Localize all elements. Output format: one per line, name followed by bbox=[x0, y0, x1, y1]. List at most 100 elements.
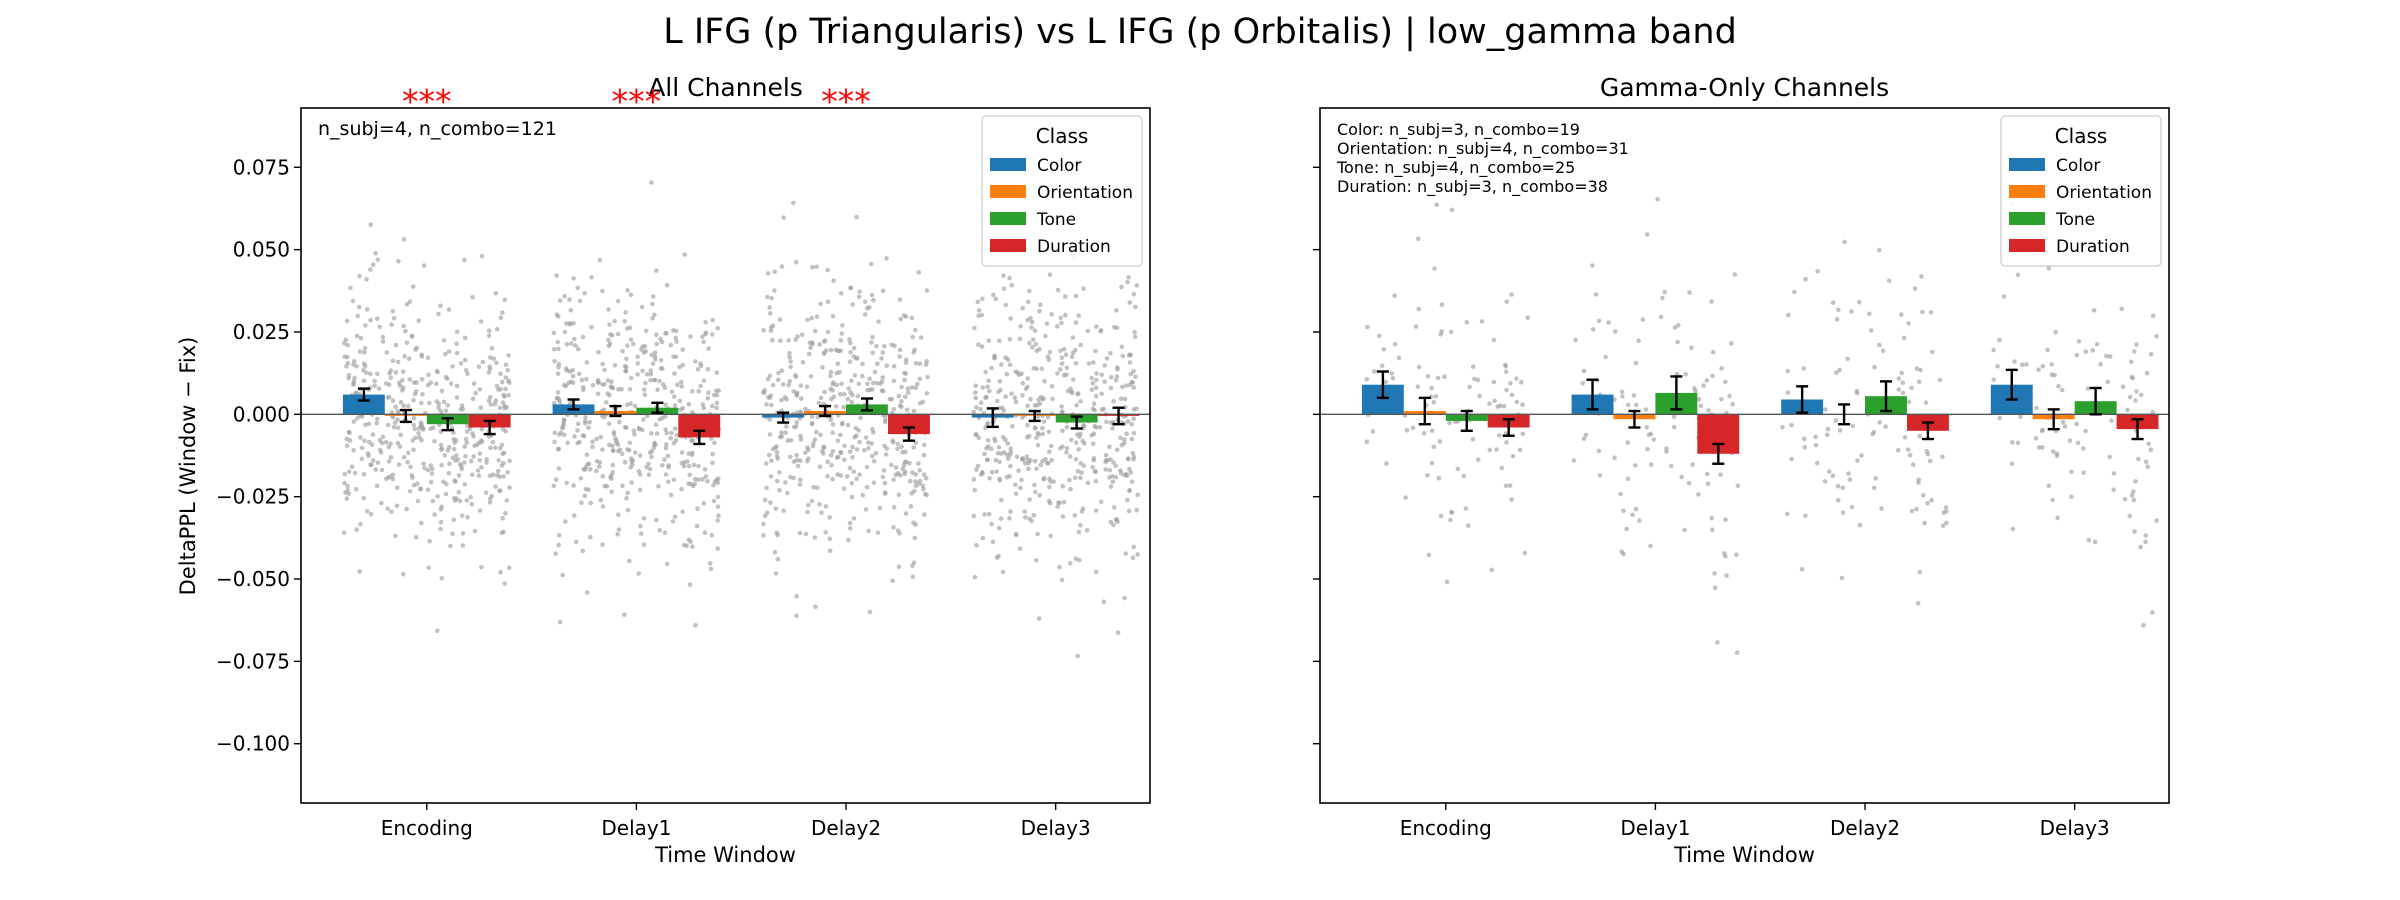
data-point bbox=[902, 377, 907, 383]
data-point bbox=[846, 386, 851, 391]
data-point bbox=[452, 478, 458, 483]
data-point bbox=[1129, 436, 1135, 442]
data-point bbox=[439, 446, 445, 451]
data-point bbox=[470, 472, 475, 478]
data-point bbox=[783, 480, 788, 485]
data-point bbox=[976, 342, 981, 348]
data-point bbox=[794, 458, 800, 463]
data-point bbox=[772, 288, 777, 293]
data-point bbox=[672, 394, 677, 399]
data-point bbox=[575, 285, 580, 291]
y-tick-label: 0.075 bbox=[233, 155, 290, 179]
data-point bbox=[692, 476, 698, 482]
data-point bbox=[497, 488, 502, 494]
data-point bbox=[422, 465, 427, 471]
data-point bbox=[794, 452, 799, 458]
data-point bbox=[1503, 363, 1508, 369]
data-point bbox=[380, 334, 386, 340]
data-point bbox=[1850, 423, 1855, 429]
data-point bbox=[1025, 434, 1030, 440]
data-point bbox=[1499, 465, 1505, 471]
data-point bbox=[462, 357, 468, 363]
data-point bbox=[587, 467, 593, 472]
data-point bbox=[501, 450, 507, 456]
data-point bbox=[837, 392, 843, 397]
data-point bbox=[1119, 284, 1124, 290]
data-point bbox=[891, 363, 897, 369]
data-point bbox=[598, 434, 604, 440]
data-point bbox=[1125, 279, 1130, 285]
data-point bbox=[1013, 399, 1019, 405]
data-point bbox=[903, 314, 909, 319]
data-point bbox=[669, 389, 675, 395]
data-point bbox=[1037, 401, 1043, 407]
data-point bbox=[439, 388, 445, 394]
data-point bbox=[588, 534, 593, 540]
data-point bbox=[1118, 471, 1124, 476]
data-point bbox=[668, 492, 674, 498]
data-point bbox=[924, 358, 929, 364]
data-point bbox=[1491, 379, 1497, 385]
data-point bbox=[1470, 364, 1476, 370]
data-point bbox=[696, 463, 701, 469]
data-point bbox=[596, 379, 601, 385]
data-point bbox=[431, 425, 436, 431]
data-point bbox=[644, 328, 649, 334]
data-point bbox=[565, 440, 570, 446]
data-point bbox=[762, 497, 768, 503]
data-point bbox=[646, 461, 651, 467]
data-point bbox=[1090, 441, 1096, 447]
data-point bbox=[917, 376, 923, 382]
data-point bbox=[1822, 479, 1828, 484]
data-point bbox=[1675, 339, 1680, 345]
data-point bbox=[575, 440, 580, 446]
data-point bbox=[1447, 420, 1452, 426]
data-point bbox=[400, 377, 405, 383]
data-point bbox=[1073, 293, 1079, 299]
data-point bbox=[418, 486, 423, 492]
data-point bbox=[1035, 442, 1041, 448]
data-point bbox=[794, 420, 799, 425]
data-point bbox=[571, 483, 576, 488]
data-point bbox=[1619, 389, 1625, 395]
data-point bbox=[996, 526, 1002, 531]
data-point bbox=[346, 429, 352, 435]
data-point bbox=[982, 451, 987, 457]
data-point bbox=[1696, 492, 1701, 497]
data-point bbox=[1830, 300, 1836, 306]
data-point bbox=[703, 320, 708, 325]
data-point bbox=[1880, 348, 1886, 354]
data-point bbox=[589, 324, 594, 330]
data-point bbox=[870, 350, 875, 356]
data-point bbox=[624, 495, 629, 501]
data-point bbox=[380, 339, 386, 344]
data-point bbox=[1625, 440, 1631, 445]
data-point bbox=[1883, 424, 1888, 430]
data-point bbox=[1571, 458, 1577, 463]
data-point bbox=[502, 297, 508, 303]
data-point bbox=[580, 387, 586, 393]
data-point bbox=[985, 384, 990, 390]
data-point bbox=[456, 489, 462, 495]
data-point bbox=[1127, 300, 1133, 305]
data-point bbox=[2039, 428, 2045, 434]
data-point bbox=[394, 485, 400, 491]
panel-title: All Channels bbox=[648, 73, 803, 102]
data-point bbox=[463, 368, 469, 373]
data-point bbox=[705, 479, 710, 484]
data-point bbox=[891, 378, 897, 384]
data-point bbox=[341, 530, 347, 536]
data-point bbox=[986, 378, 991, 384]
data-point bbox=[2145, 464, 2151, 470]
data-point bbox=[1093, 569, 1099, 575]
data-point bbox=[776, 370, 781, 376]
data-point bbox=[1637, 518, 1642, 523]
data-point bbox=[823, 348, 829, 353]
data-point bbox=[413, 347, 418, 352]
data-point bbox=[2010, 440, 2015, 445]
data-point bbox=[368, 371, 373, 377]
data-point bbox=[806, 351, 812, 357]
data-point bbox=[1995, 364, 2000, 369]
data-point bbox=[816, 400, 822, 406]
data-point bbox=[1785, 390, 1791, 395]
